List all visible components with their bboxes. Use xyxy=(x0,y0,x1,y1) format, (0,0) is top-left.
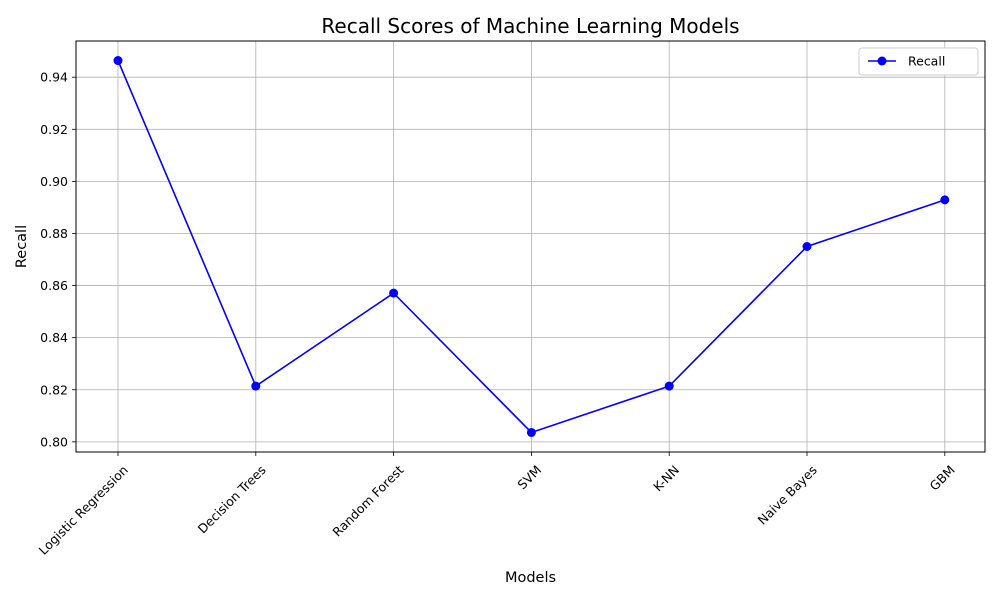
chart-title: Recall Scores of Machine Learning Models xyxy=(321,14,739,38)
legend: Recall xyxy=(858,47,979,76)
x-tick-label: Naive Bayes xyxy=(755,462,820,527)
data-point xyxy=(389,288,399,298)
grid xyxy=(76,41,985,452)
x-tick-label: Decision Trees xyxy=(195,462,269,536)
data-point xyxy=(526,427,536,437)
y-axis-label: Recall xyxy=(14,225,30,268)
axis-ticks: 0.80 0.82 0.84 0.86 0.88 0.90 0.92 0.94 Logistic… xyxy=(36,70,958,558)
x-tick-label: SVM xyxy=(514,462,544,492)
x-axis-label: Models xyxy=(505,570,556,586)
data-point xyxy=(251,381,261,391)
x-tick-label: Random Forest xyxy=(329,462,406,539)
y-tick-label: 0.92 xyxy=(40,122,68,137)
data-point xyxy=(940,195,950,205)
data-point xyxy=(802,242,812,251)
y-tick-label: 0.84 xyxy=(40,330,68,345)
series-layer xyxy=(113,56,950,437)
x-tick-label: GBM xyxy=(927,462,958,493)
legend-marker-swatch xyxy=(877,56,887,66)
data-point xyxy=(113,56,123,66)
y-tick-label: 0.86 xyxy=(40,278,68,293)
legend-label: Recall xyxy=(908,54,945,69)
y-tick-label: 0.90 xyxy=(40,174,68,189)
plot-frame xyxy=(75,40,986,453)
legend-box xyxy=(858,47,979,76)
y-tick-label: 0.82 xyxy=(40,382,68,397)
x-tick-label: K-NN xyxy=(650,462,682,494)
y-tick-label: 0.80 xyxy=(40,434,68,449)
y-tick-label: 0.88 xyxy=(40,226,68,241)
data-point xyxy=(664,381,674,391)
x-tick-label: Logistic Regression xyxy=(36,462,131,557)
y-tick-label: 0.94 xyxy=(40,70,68,85)
